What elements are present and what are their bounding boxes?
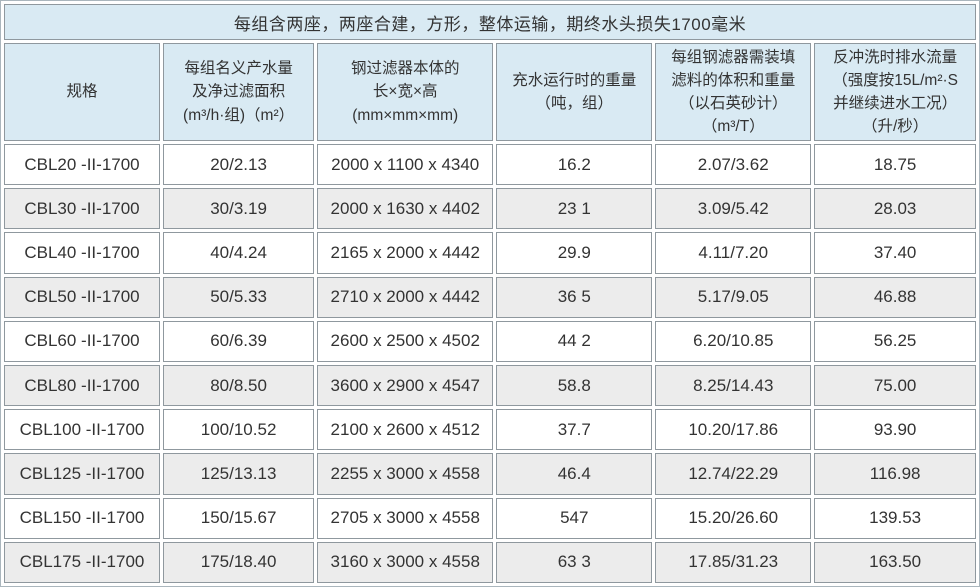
table-cell: 139.53: [814, 497, 976, 539]
table-cell: 93.90: [814, 409, 976, 451]
table-cell: 37.7: [496, 409, 653, 451]
table-cell: 46.4: [496, 453, 653, 495]
table-cell: 16.2: [496, 144, 653, 186]
table-cell: CBL60 -II-1700: [4, 320, 160, 362]
table-cell: 15.20/26.60: [655, 497, 812, 539]
table-cell: 46.88: [814, 276, 976, 318]
table-cell: 75.00: [814, 364, 976, 407]
table-cell: 2600 x 2500 x 4502: [317, 320, 494, 362]
table-row: CBL30 -II-1700 30/3.19 2000 x 1630 x 4402 2…: [4, 188, 976, 230]
table-cell: CBL175 -II-1700: [4, 541, 160, 583]
table-cell: CBL100 -II-1700: [4, 409, 160, 451]
table-banner: 每组含两座，两座合建，方形，整体运输，期终水头损失1700毫米: [4, 4, 976, 40]
table-cell: 175/18.40: [162, 541, 315, 583]
table-cell: 36 5: [496, 276, 653, 318]
table-cell: CBL30 -II-1700: [4, 188, 160, 230]
table-cell: CBL150 -II-1700: [4, 497, 160, 539]
table-row: CBL100 -II-1700 100/10.52 2100 x 2600 x 45…: [4, 409, 976, 451]
table-cell: 23 1: [496, 188, 653, 230]
header-row: 规格 每组名义产水量 及净过滤面积 (m³/h·组)（m²） 钢过滤器本体的 长×宽…: [4, 43, 976, 141]
table-cell: 10.20/17.86: [655, 409, 812, 451]
table-cell: CBL125 -II-1700: [4, 453, 160, 495]
table-cell: 56.25: [814, 320, 976, 362]
table-cell: 29.9: [496, 232, 653, 274]
table-cell: 2000 x 1100 x 4340: [317, 144, 494, 186]
column-header: 充水运行时的重量 （吨，组）: [496, 43, 653, 141]
table-cell: 30/3.19: [162, 188, 315, 230]
banner-row: 每组含两座，两座合建，方形，整体运输，期终水头损失1700毫米: [4, 4, 976, 40]
table-cell: 58.8: [496, 364, 653, 407]
table-cell: 125/13.13: [162, 453, 315, 495]
table-cell: 6.20/10.85: [655, 320, 812, 362]
table-row: CBL60 -II-1700 60/6.39 2600 x 2500 x 4502 4…: [4, 320, 976, 362]
table-cell: 20/2.13: [162, 144, 315, 186]
column-header: 每组钢滤器需装填 滤料的体积和重量 （以石英砂计） （m³/T）: [655, 43, 812, 141]
table-cell: 163.50: [814, 541, 976, 583]
table-cell: 3160 x 3000 x 4558: [317, 541, 494, 583]
table-cell: 80/8.50: [162, 364, 315, 407]
table-cell: 12.74/22.29: [655, 453, 812, 495]
table-cell: 3600 x 2900 x 4547: [317, 364, 494, 407]
column-header: 规格: [4, 43, 160, 141]
table-cell: 44 2: [496, 320, 653, 362]
table-cell: 2705 x 3000 x 4558: [317, 497, 494, 539]
table-cell: 60/6.39: [162, 320, 315, 362]
table-cell: 5.17/9.05: [655, 276, 812, 318]
table-row: CBL150 -II-1700 150/15.67 2705 x 3000 x 45…: [4, 497, 976, 539]
table-cell: 2710 x 2000 x 4442: [317, 276, 494, 318]
table-cell: CBL50 -II-1700: [4, 276, 160, 318]
table-cell: 2100 x 2600 x 4512: [317, 409, 494, 451]
column-header: 钢过滤器本体的 长×宽×高 (mm×mm×mm): [317, 43, 494, 141]
table-cell: CBL40 -II-1700: [4, 232, 160, 274]
table-cell: 37.40: [814, 232, 976, 274]
table-cell: 150/15.67: [162, 497, 315, 539]
table-cell: 50/5.33: [162, 276, 315, 318]
table-cell: 116.98: [814, 453, 976, 495]
table-cell: 18.75: [814, 144, 976, 186]
table-cell: CBL20 -II-1700: [4, 144, 160, 186]
table-cell: 2255 x 3000 x 4558: [317, 453, 494, 495]
table-cell: 100/10.52: [162, 409, 315, 451]
table-row: CBL80 -II-1700 80/8.50 3600 x 2900 x 4547 5…: [4, 364, 976, 407]
table-cell: 28.03: [814, 188, 976, 230]
table-cell: 63 3: [496, 541, 653, 583]
table-cell: 547: [496, 497, 653, 539]
column-header: 每组名义产水量 及净过滤面积 (m³/h·组)（m²）: [162, 43, 315, 141]
table-row: CBL20 -II-1700 20/2.13 2000 x 1100 x 4340 1…: [4, 144, 976, 186]
table-cell: 40/4.24: [162, 232, 315, 274]
table-row: CBL175 -II-1700 175/18.40 3160 x 3000 x 45…: [4, 541, 976, 583]
table-row: CBL40 -II-1700 40/4.24 2165 x 2000 x 4442 2…: [4, 232, 976, 274]
table-cell: 17.85/31.23: [655, 541, 812, 583]
table-cell: 8.25/14.43: [655, 364, 812, 407]
table-row: CBL125 -II-1700 125/13.13 2255 x 3000 x 45…: [4, 453, 976, 495]
table-cell: 2000 x 1630 x 4402: [317, 188, 494, 230]
table-row: CBL50 -II-1700 50/5.33 2710 x 2000 x 4442 3…: [4, 276, 976, 318]
column-header: 反冲洗时排水流量 （强度按15L/m²·S 并继续进水工况） （升/秒）: [814, 43, 976, 141]
table-cell: 2.07/3.62: [655, 144, 812, 186]
table-cell: 4.11/7.20: [655, 232, 812, 274]
table-cell: CBL80 -II-1700: [4, 364, 160, 407]
table-cell: 2165 x 2000 x 4442: [317, 232, 494, 274]
table-cell: 3.09/5.42: [655, 188, 812, 230]
